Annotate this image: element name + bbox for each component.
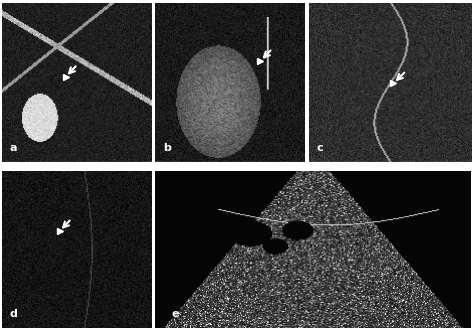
Text: d: d <box>10 309 18 319</box>
Text: a: a <box>10 143 18 153</box>
Text: e: e <box>171 309 179 319</box>
Text: c: c <box>317 143 323 153</box>
Text: b: b <box>163 143 171 153</box>
